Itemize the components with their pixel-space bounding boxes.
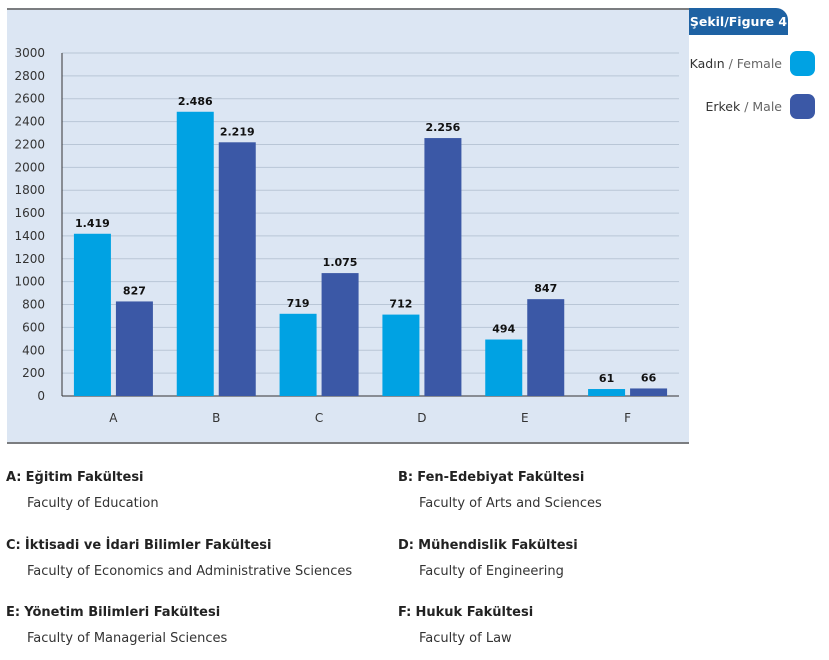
data-label: 827 [123, 284, 146, 297]
y-tick-label: 2000 [14, 160, 45, 174]
y-tick-label: 2600 [14, 92, 45, 106]
faculty-name-tr: Fen-Edebiyat Fakültesi [417, 470, 585, 485]
x-tick-label: D [417, 411, 426, 425]
bar-male [424, 138, 462, 396]
bar-male [630, 388, 668, 396]
faculty-key-a: A: Eğitim Fakültesi Faculty of Education [6, 470, 159, 511]
x-tick-label: A [109, 411, 118, 425]
faculty-name-tr: İktisadi ve İdari Bilimler Fakültesi [24, 538, 272, 553]
data-label: 2.256 [426, 121, 461, 134]
bar-male [321, 273, 359, 396]
legend-male-sep: / [740, 99, 753, 114]
faculty-name-en: Faculty of Engineering [419, 564, 564, 579]
bar-chart: 0 200 400 600 800 1000 1200 1400 1600 1800 2000 220… [14, 46, 679, 425]
data-label: 1.419 [75, 217, 110, 230]
x-tick-label: B [212, 411, 220, 425]
faculty-name-en: Faculty of Law [419, 631, 512, 646]
bar-female [73, 233, 111, 396]
x-tick-label: C [315, 411, 323, 425]
faculty-name-en: Faculty of Economics and Administrative … [27, 564, 353, 579]
chart-panel: 0 200 400 600 800 1000 1200 1400 1600 1800 2000 220… [7, 8, 689, 444]
faculty-code: A: [6, 470, 22, 485]
legend-male-tr: Erkek [705, 99, 741, 114]
y-tick-label: 1000 [14, 275, 45, 289]
data-label: 847 [534, 282, 557, 295]
faculty-name-en: Faculty of Education [27, 496, 159, 511]
y-tick-label: 2800 [14, 69, 45, 83]
y-tick-label: 1400 [14, 229, 45, 243]
y-tick-label: 800 [22, 298, 45, 312]
bar-male [115, 301, 153, 396]
data-label: 66 [641, 371, 657, 384]
legend-item-male: Erkek / Male [705, 94, 815, 119]
y-tick-label: 400 [22, 343, 45, 357]
faculty-code: E: [6, 605, 21, 620]
figure-badge: Şekil/Figure 4 [689, 8, 788, 35]
y-tick-label: 2200 [14, 137, 45, 151]
data-label: 61 [599, 372, 614, 385]
y-tick-label: 600 [22, 320, 45, 334]
faculty-code: D: [398, 538, 414, 553]
legend-male-en: Male [752, 99, 782, 114]
faculty-key-e: E: Yönetim Bilimleri Fakültesi Faculty o… [6, 605, 227, 646]
faculty-key-c: C: İktisadi ve İdari Bilimler Fakültesi … [6, 538, 352, 579]
data-label: 494 [492, 323, 515, 336]
bar-female [382, 314, 420, 396]
faculty-name-tr: Hukuk Fakültesi [415, 605, 534, 620]
legend-female-tr: Kadın [689, 56, 725, 71]
data-label: 1.075 [323, 256, 358, 269]
y-tick-label: 1200 [14, 252, 45, 266]
x-tick-label: F [624, 411, 631, 425]
data-label: 2.486 [178, 95, 213, 108]
legend-female-en: Female [736, 56, 782, 71]
bar-female [485, 339, 523, 396]
faculty-key-b: B: Fen-Edebiyat Fakültesi Faculty of Art… [398, 470, 602, 511]
y-tick-label: 1600 [14, 206, 45, 220]
legend-item-female: Kadın / Female [690, 51, 815, 76]
faculty-name-en: Faculty of Arts and Sciences [419, 496, 602, 511]
faculty-code: C: [6, 538, 21, 553]
legend-swatch-female [790, 51, 815, 76]
legend-female-sep: / [724, 56, 737, 71]
y-tick-label: 2400 [14, 115, 45, 129]
y-tick-label: 1800 [14, 183, 45, 197]
faculty-name-en: Faculty of Managerial Sciences [27, 631, 228, 646]
data-label: 712 [389, 298, 412, 311]
faculty-key-d: D: Mühendislik Fakültesi Faculty of Engi… [398, 538, 578, 579]
bar-male [218, 142, 256, 396]
faculty-name-tr: Yönetim Bilimleri Fakültesi [24, 605, 221, 620]
y-tick-label: 3000 [14, 46, 45, 60]
bar-female [279, 313, 317, 396]
bar-female [588, 389, 626, 396]
y-tick-label: 200 [22, 366, 45, 380]
faculty-code: B: [398, 470, 414, 485]
x-tick-label: E [521, 411, 529, 425]
data-label: 719 [287, 297, 310, 310]
faculty-name-tr: Mühendislik Fakültesi [418, 538, 578, 553]
data-label: 2.219 [220, 125, 255, 138]
legend-swatch-male [790, 94, 815, 119]
y-tick-label: 0 [37, 389, 45, 403]
bar-male [527, 299, 565, 396]
faculty-name-tr: Eğitim Fakültesi [25, 470, 144, 485]
faculty-code: F: [398, 605, 412, 620]
faculty-key-f: F: Hukuk Fakültesi Faculty of Law [398, 605, 534, 646]
bar-female [176, 111, 214, 396]
